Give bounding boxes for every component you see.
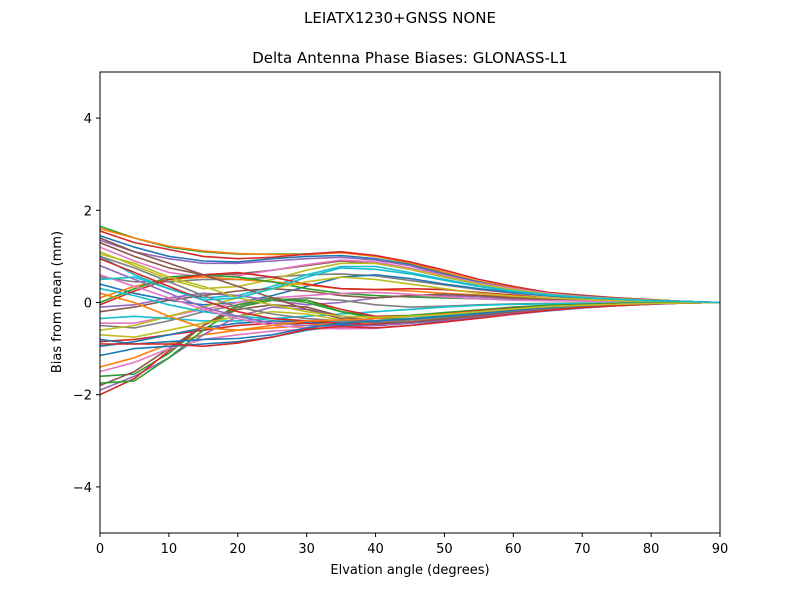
x-tick-label: 10 xyxy=(161,542,178,557)
x-axis-ticks: 0 10 20 30 40 50 60 70 80 90 xyxy=(96,533,728,557)
y-tick-label: −4 xyxy=(73,481,92,496)
x-tick-label: 0 xyxy=(96,542,104,557)
series-line xyxy=(99,253,721,319)
chart-title: Delta Antenna Phase Biases: GLONASS-L1 xyxy=(252,49,568,67)
x-tick-label: 20 xyxy=(230,542,247,557)
y-tick-label: −2 xyxy=(73,389,92,404)
series-line xyxy=(99,267,721,304)
x-tick-label: 30 xyxy=(298,542,315,557)
x-tick-label: 60 xyxy=(505,542,522,557)
y-tick-label: 2 xyxy=(84,204,92,219)
x-tick-label: 80 xyxy=(643,542,660,557)
y-axis-label: Bias from mean (mm) xyxy=(50,231,65,373)
x-axis-label: Elvation angle (degrees) xyxy=(330,563,489,578)
series-line xyxy=(100,301,721,348)
y-axis-ticks: −4 −2 0 2 4 xyxy=(73,112,100,496)
x-tick-label: 90 xyxy=(712,542,729,557)
x-tick-label: 50 xyxy=(436,542,453,557)
x-tick-label: 40 xyxy=(367,542,384,557)
figure-suptitle: LEIATX1230+GNSS NONE xyxy=(304,9,496,27)
data-lines xyxy=(99,225,721,396)
y-tick-label: 4 xyxy=(84,112,92,127)
x-tick-label: 70 xyxy=(574,542,591,557)
y-tick-label: 0 xyxy=(84,297,92,312)
